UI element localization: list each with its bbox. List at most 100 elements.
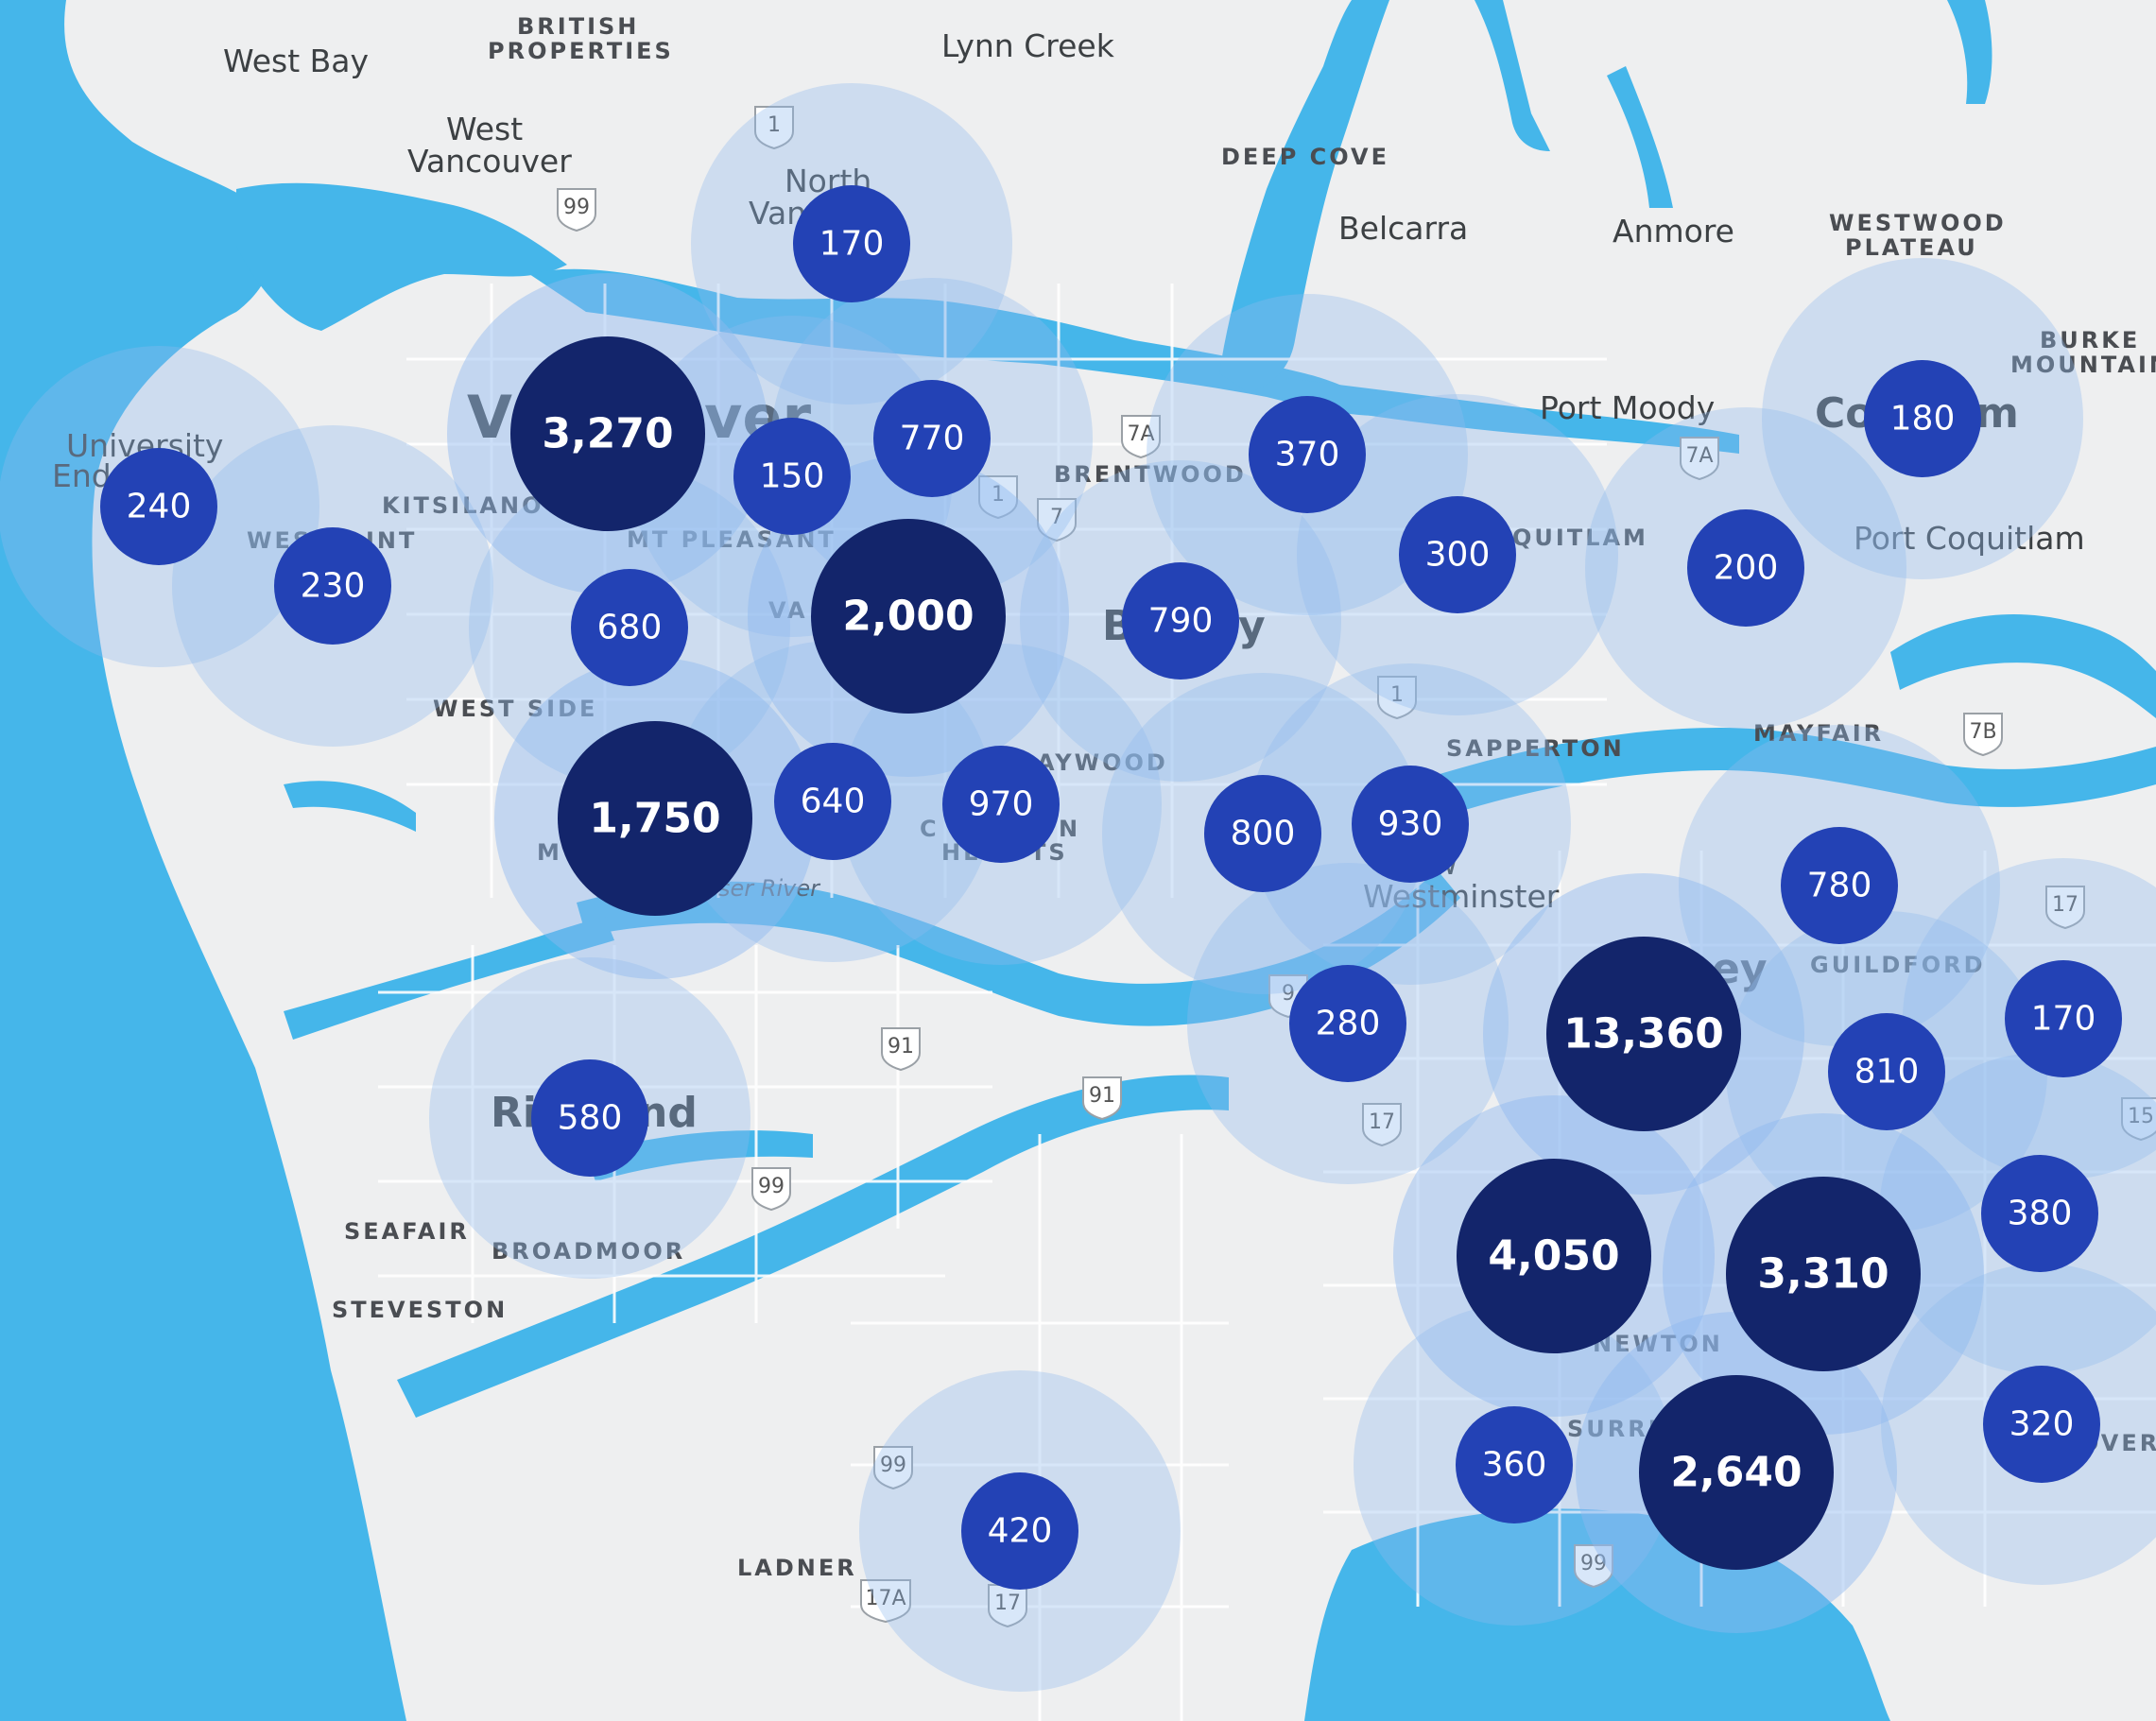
cluster-marker-new-westminster[interactable]: 930 — [1352, 766, 1469, 883]
cluster-marker-surrey-city-centre[interactable]: 13,360 — [1546, 937, 1741, 1131]
highway-shield-tch-1-burnaby: 1 — [978, 475, 1018, 520]
cluster-marker-kerrisdale[interactable]: 1,750 — [558, 721, 752, 916]
cluster-marker-north-delta[interactable]: 360 — [1456, 1406, 1573, 1523]
label-westwood: WESTWOOD — [1829, 210, 2007, 236]
cluster-halos — [0, 83, 2156, 1692]
cluster-count-label: 4,050 — [1488, 1232, 1619, 1281]
label-brentwood: BRENTWOOD — [1054, 461, 1247, 488]
cluster-circle[interactable] — [274, 527, 391, 645]
cluster-marker-burnaby[interactable]: 790 — [1122, 562, 1239, 680]
cluster-count-label: 2,640 — [1670, 1449, 1802, 1497]
cluster-circle[interactable] — [571, 569, 688, 686]
cluster-marker-fleetwood[interactable]: 170 — [2005, 960, 2122, 1077]
label-seafair: SEAFAIR — [344, 1218, 470, 1245]
cluster-circle[interactable] — [1639, 1375, 1834, 1570]
cluster-circle[interactable] — [100, 448, 217, 565]
cluster-circle[interactable] — [1122, 562, 1239, 680]
cluster-marker-richmond[interactable]: 580 — [531, 1059, 648, 1177]
cluster-count-label: 360 — [1482, 1446, 1547, 1485]
cluster-circle[interactable] — [873, 380, 991, 497]
cluster-circle[interactable] — [942, 746, 1060, 863]
highway-shield-tch-1-sapperton: 1 — [1377, 676, 1417, 720]
cluster-circle[interactable] — [558, 721, 752, 916]
cluster-marker-queensborough[interactable]: 280 — [1289, 965, 1406, 1082]
cluster-count-label: 3,310 — [1757, 1250, 1889, 1299]
label-burke: BURKE — [2040, 327, 2140, 353]
cluster-markers[interactable]: 240 230 3,270 170 150 770 680 2,000 1,750 640 970 5… — [100, 185, 2122, 1590]
label-broadmoor: BROADMOOR — [492, 1238, 685, 1265]
cluster-marker-ladner[interactable]: 420 — [961, 1472, 1078, 1590]
cluster-circle[interactable] — [733, 418, 851, 535]
highway-shield-label: 99 — [1580, 1552, 1607, 1575]
highway-shield-label: 15 — [2128, 1105, 2154, 1128]
highway-shield-label: 17 — [1369, 1110, 1395, 1134]
cluster-marker-coquitlam-west[interactable]: 200 — [1687, 509, 1804, 627]
cluster-count-label: 200 — [1714, 549, 1779, 588]
cluster-marker-east-vancouver[interactable]: 2,000 — [811, 519, 1006, 714]
cluster-marker-south-burnaby[interactable]: 800 — [1204, 775, 1321, 892]
label-fraser-river: ser River — [718, 875, 821, 902]
cluster-marker-coquitlam[interactable]: 180 — [1864, 360, 1981, 477]
cluster-circle[interactable] — [1457, 1159, 1651, 1353]
label-new-westminster-2: Westminster — [1363, 878, 1560, 915]
cluster-marker-downtown-vancouver[interactable]: 3,270 — [510, 336, 705, 531]
highway-shield-hwy-17-surrey: 17 — [1362, 1103, 1402, 1147]
cluster-circle[interactable] — [1981, 1155, 2098, 1272]
cluster-marker-champlain-heights[interactable]: 970 — [942, 746, 1060, 863]
cluster-count-label: 150 — [760, 457, 825, 496]
cluster-marker-newton-west[interactable]: 4,050 — [1457, 1159, 1651, 1353]
cluster-count-label: 800 — [1231, 815, 1296, 853]
label-champlain-2: N — [1059, 816, 1080, 842]
highway-shield-label: 99 — [758, 1175, 785, 1198]
cluster-marker-hastings[interactable]: 770 — [873, 380, 991, 497]
cluster-circle[interactable] — [1726, 1177, 1921, 1371]
cluster-circle[interactable] — [1828, 1013, 1945, 1130]
cluster-marker-surrey-south[interactable]: 2,640 — [1639, 1375, 1834, 1570]
cluster-circle[interactable] — [1781, 827, 1898, 944]
cluster-circle[interactable] — [811, 519, 1006, 714]
cluster-marker-university-endowment[interactable]: 240 — [100, 448, 217, 565]
cluster-circle[interactable] — [1204, 775, 1321, 892]
highway-shield-hwy-15: 15 — [2121, 1097, 2156, 1142]
label-port-coquitlam: Port Coquitlam — [1854, 520, 2085, 557]
label-british-properties: BRITISH — [517, 13, 639, 40]
cluster-marker-newton[interactable]: 3,310 — [1726, 1177, 1921, 1371]
highway-shield-hwy-17a: 17A — [860, 1579, 911, 1624]
label-vancouver: V — [467, 383, 512, 452]
cluster-marker-west-point-grey[interactable]: 230 — [274, 527, 391, 645]
cluster-marker-burquitlam[interactable]: 300 — [1399, 496, 1516, 613]
highway-shield-hwy-91-b: 91 — [1082, 1076, 1122, 1121]
label-champlain: C — [920, 816, 940, 842]
cluster-circle[interactable] — [774, 743, 891, 860]
cluster-marker-cloverdale[interactable]: 320 — [1983, 1366, 2100, 1483]
cluster-marker-burnaby-north[interactable]: 370 — [1249, 396, 1366, 513]
cluster-circle[interactable] — [2005, 960, 2122, 1077]
cluster-circle[interactable] — [1687, 509, 1804, 627]
cluster-marker-fairview[interactable]: 680 — [571, 569, 688, 686]
cluster-count-label: 640 — [801, 783, 866, 821]
cluster-marker-north-vancouver[interactable]: 170 — [793, 185, 910, 302]
highway-shield-label: 7 — [1050, 506, 1063, 529]
cluster-circle[interactable] — [793, 185, 910, 302]
cluster-count-label: 370 — [1275, 436, 1340, 474]
highway-shield-hwy-17-ladner: 17 — [988, 1584, 1027, 1628]
cluster-marker-fraser-heights[interactable]: 380 — [1981, 1155, 2098, 1272]
cluster-circle[interactable] — [1546, 937, 1741, 1131]
cluster-marker-guildford-north[interactable]: 780 — [1781, 827, 1898, 944]
cluster-circle[interactable] — [961, 1472, 1078, 1590]
cluster-circle[interactable] — [1352, 766, 1469, 883]
cluster-marker-sunset[interactable]: 640 — [774, 743, 891, 860]
label-university-2: End — [52, 457, 112, 494]
cluster-circle[interactable] — [1456, 1406, 1573, 1523]
cluster-circle[interactable] — [1249, 396, 1366, 513]
cluster-circle[interactable] — [1289, 965, 1406, 1082]
cluster-marker-guildford[interactable]: 810 — [1828, 1013, 1945, 1130]
cluster-circle[interactable] — [510, 336, 705, 531]
cluster-circle[interactable] — [531, 1059, 648, 1177]
cluster-marker-strathcona[interactable]: 150 — [733, 418, 851, 535]
cluster-circle[interactable] — [1983, 1366, 2100, 1483]
cluster-count-label: 3,270 — [542, 410, 673, 458]
cluster-circle[interactable] — [1864, 360, 1981, 477]
cluster-circle[interactable] — [1399, 496, 1516, 613]
